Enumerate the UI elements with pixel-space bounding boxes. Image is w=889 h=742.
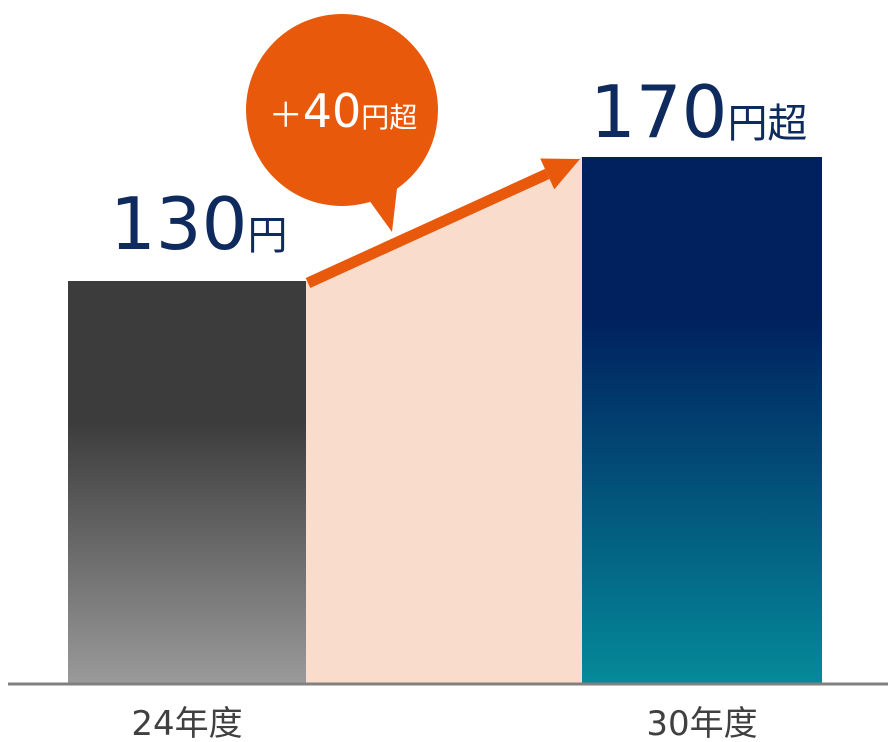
category-label-24-nendo: 24年度	[131, 704, 242, 742]
increase-band	[306, 157, 582, 684]
value-number: 130	[110, 182, 247, 266]
svg-text:＋40円超: ＋40円超	[269, 84, 418, 138]
category-label-30-nendo: 30年度	[646, 704, 757, 742]
value-label-24-nendo: 130円	[110, 182, 287, 266]
value-unit: 円超	[727, 101, 807, 147]
increase-callout: ＋40円超	[246, 14, 438, 232]
value-unit: 円	[247, 213, 287, 259]
value-number: 170	[590, 70, 727, 154]
callout-sign: ＋	[269, 96, 303, 136]
value-label-30-nendo: 170円超	[590, 70, 807, 154]
bar-30-nendo	[582, 157, 822, 684]
callout-unit: 円超	[361, 101, 417, 134]
callout-number: 40	[303, 84, 362, 138]
bar-24-nendo	[68, 281, 306, 684]
increase-arrow	[305, 158, 580, 289]
